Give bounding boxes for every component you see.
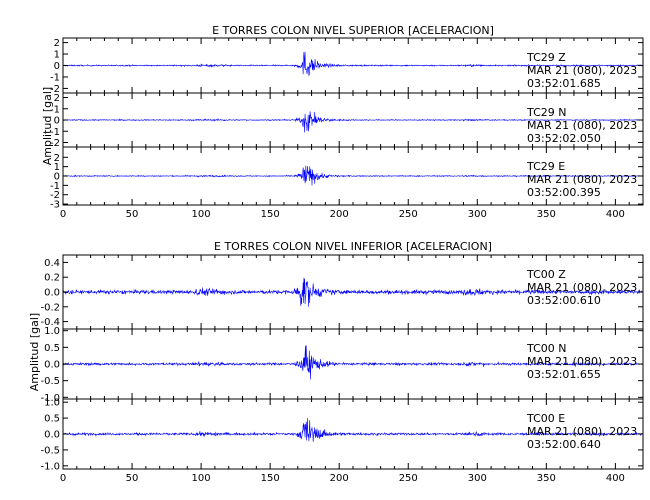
y-tick-label: -1 xyxy=(50,72,60,83)
x-tick-label: 0 xyxy=(60,209,66,220)
chart-title: E TORRES COLON NIVEL SUPERIOR [ACELERACI… xyxy=(212,24,494,37)
station-info-line: TC29 E xyxy=(526,160,565,173)
y-tick-label: 0 xyxy=(54,116,60,127)
y-tick-label: -1.0 xyxy=(40,393,60,404)
station-info-line: MAR 21 (080), 2023 xyxy=(527,281,637,294)
y-tick-label: 0 xyxy=(54,61,60,72)
chart-superior: E TORRES COLON NIVEL SUPERIOR [ACELERACI… xyxy=(41,24,644,220)
waveform-line xyxy=(63,165,643,186)
x-tick-label: 400 xyxy=(606,473,625,484)
x-tick-label: 50 xyxy=(126,473,139,484)
y-tick-label: 2 xyxy=(54,93,60,104)
y-tick-label: -1.0 xyxy=(40,461,60,472)
y-tick-label: 0.5 xyxy=(44,414,60,425)
x-tick-label: 100 xyxy=(192,209,211,220)
x-tick-label: 200 xyxy=(330,209,349,220)
station-info-line: 03:52:00.640 xyxy=(527,438,601,451)
y-tick-label: -0.2 xyxy=(40,302,60,313)
y-tick-label: 1 xyxy=(54,50,60,61)
x-tick-label: 350 xyxy=(537,473,556,484)
y-tick-label: 0.5 xyxy=(44,343,60,354)
station-info-line: MAR 21 (080), 2023 xyxy=(527,173,637,186)
y-tick-label: 0.4 xyxy=(44,258,60,269)
x-tick-label: 350 xyxy=(537,209,556,220)
y-tick-label: 1.0 xyxy=(44,326,60,337)
station-info-line: TC00 N xyxy=(526,342,566,355)
station-info-line: TC29 Z xyxy=(526,51,566,64)
y-tick-label: 2 xyxy=(54,153,60,164)
station-info-line: MAR 21 (080), 2023 xyxy=(527,425,637,438)
station-info-line: MAR 21 (080), 2023 xyxy=(527,355,637,368)
y-tick-label: -2 xyxy=(50,84,60,95)
y-tick-label: 1 xyxy=(54,162,60,173)
y-tick-label: -2 xyxy=(50,138,60,149)
y-tick-label: 0 xyxy=(54,172,60,183)
station-info-line: 03:52:00.610 xyxy=(527,294,601,307)
waveform-line xyxy=(63,111,643,133)
chart-title: E TORRES COLON NIVEL INFERIOR [ACELERACI… xyxy=(214,240,492,253)
chart-inferior: E TORRES COLON NIVEL INFERIOR [ACELERACI… xyxy=(28,240,644,484)
waveform-line xyxy=(63,345,643,380)
x-tick-label: 0 xyxy=(60,473,66,484)
y-tick-label: -0.4 xyxy=(40,317,60,328)
x-tick-label: 100 xyxy=(192,473,211,484)
x-tick-label: 300 xyxy=(468,473,487,484)
y-tick-label: 0.0 xyxy=(44,430,60,441)
y-tick-label: -0.5 xyxy=(40,376,60,387)
y-tick-label: 0.0 xyxy=(44,288,60,299)
x-tick-label: 150 xyxy=(261,473,280,484)
y-tick-label: -1 xyxy=(50,127,60,138)
y-tick-label: 0.2 xyxy=(44,273,60,284)
station-info-line: 03:52:02.050 xyxy=(527,132,601,145)
x-tick-label: 200 xyxy=(330,473,349,484)
y-tick-label: 0.0 xyxy=(44,360,60,371)
y-tick-label: 1 xyxy=(54,104,60,115)
station-info-line: MAR 21 (080), 2023 xyxy=(527,119,637,132)
station-info-line: TC00 Z xyxy=(526,268,566,281)
x-tick-label: 400 xyxy=(606,209,625,220)
station-info-line: 03:52:01.685 xyxy=(527,77,601,90)
x-tick-label: 300 xyxy=(468,209,487,220)
station-info-line: MAR 21 (080), 2023 xyxy=(527,64,637,77)
x-tick-label: 150 xyxy=(261,209,280,220)
x-tick-label: 250 xyxy=(399,473,418,484)
waveform-line xyxy=(63,418,643,442)
y-tick-label: 1.0 xyxy=(44,398,60,409)
y-tick-label: -1 xyxy=(50,181,60,192)
waveform-line xyxy=(63,51,643,77)
station-info-line: 03:52:00.395 xyxy=(527,186,601,199)
y-tick-label: -2 xyxy=(50,190,60,201)
x-tick-label: 50 xyxy=(126,209,139,220)
y-tick-label: -0.5 xyxy=(40,445,60,456)
station-info-line: 03:52:01.655 xyxy=(527,368,601,381)
y-tick-label: 2 xyxy=(54,38,60,49)
waveform-line xyxy=(63,277,643,307)
station-info-line: TC00 E xyxy=(526,412,565,425)
y-tick-label: -3 xyxy=(50,200,60,211)
station-info-line: TC29 N xyxy=(526,106,566,119)
x-tick-label: 250 xyxy=(399,209,418,220)
y-axis-label: Amplitud [gal] xyxy=(28,313,41,391)
y-axis-label: Amplitud [gal] xyxy=(41,87,54,165)
